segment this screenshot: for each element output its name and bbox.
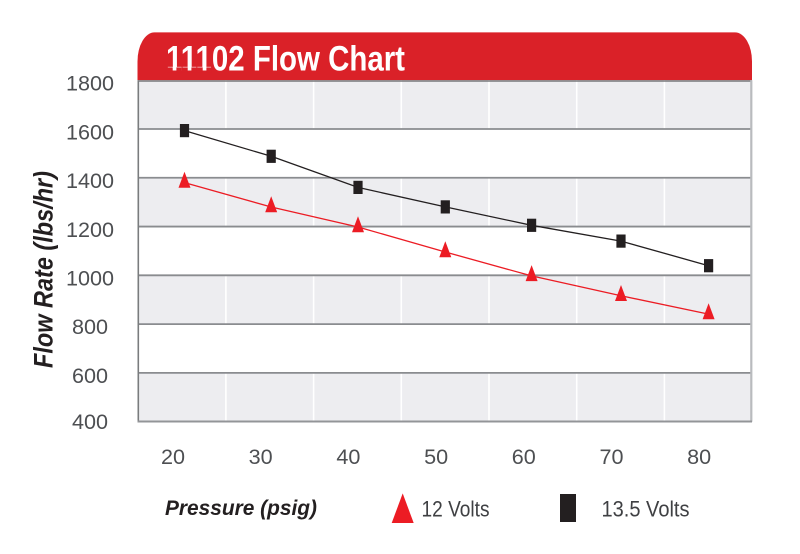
svg-text:Pressure (psig): Pressure (psig) bbox=[165, 497, 317, 520]
svg-text:1600: 1600 bbox=[66, 119, 114, 144]
svg-text:400: 400 bbox=[72, 409, 108, 434]
svg-text:800: 800 bbox=[72, 314, 108, 339]
svg-text:70: 70 bbox=[599, 444, 623, 469]
svg-text:80: 80 bbox=[687, 444, 711, 469]
svg-text:11102 Flow Chart: 11102 Flow Chart bbox=[166, 40, 405, 79]
svg-text:1200: 1200 bbox=[66, 217, 114, 242]
svg-text:600: 600 bbox=[72, 363, 108, 388]
svg-text:50: 50 bbox=[424, 444, 448, 469]
svg-text:60: 60 bbox=[512, 444, 536, 469]
svg-text:40: 40 bbox=[336, 444, 360, 469]
svg-text:1000: 1000 bbox=[66, 266, 114, 291]
svg-text:20: 20 bbox=[161, 444, 185, 469]
svg-text:30: 30 bbox=[249, 444, 273, 469]
svg-text:13.5 Volts: 13.5 Volts bbox=[602, 497, 690, 522]
svg-text:Flow Rate (lbs/hr): Flow Rate (lbs/hr) bbox=[29, 171, 59, 368]
svg-text:1400: 1400 bbox=[66, 168, 114, 193]
svg-text:12 Volts: 12 Volts bbox=[422, 497, 490, 522]
svg-text:1800: 1800 bbox=[66, 71, 114, 96]
